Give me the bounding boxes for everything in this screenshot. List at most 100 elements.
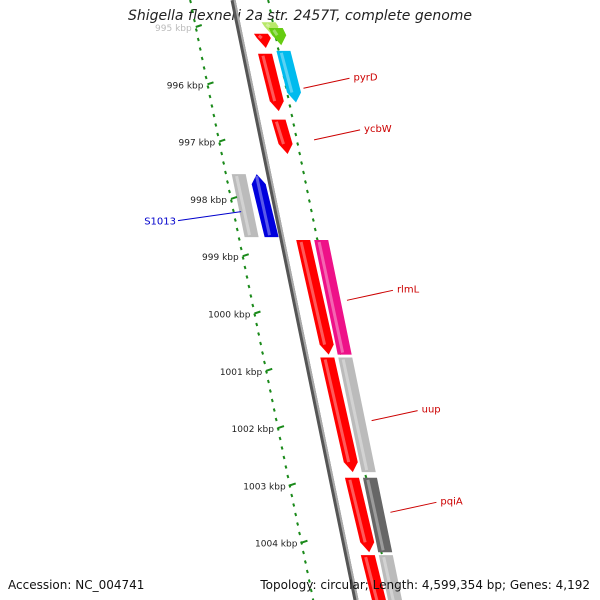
gene-arrow-shine [255, 175, 271, 236]
scale-tick-minor [309, 588, 313, 593]
gene-arrow-shine [265, 23, 271, 28]
scale-tick-minor [300, 541, 303, 545]
scale-tick-minor [235, 227, 239, 232]
label-leader [177, 211, 242, 222]
scale-tick-minor [239, 246, 243, 251]
scale-tick-minor [284, 465, 288, 469]
scale-tick-minor [241, 256, 245, 260]
scale-label: 995 kbp [155, 24, 192, 34]
scale-tick-minor [276, 427, 280, 431]
scale-tick-minor [296, 142, 300, 146]
gene-arrow-shine [323, 359, 351, 463]
scale-tick-major [230, 195, 238, 200]
scale-tick-minor [192, 18, 196, 23]
gene-arrow [251, 174, 279, 238]
scale-tick-minor [270, 398, 274, 403]
gene-arrow [320, 357, 358, 473]
scale-label: 999 kbp [202, 253, 239, 263]
scale-tick-minor [298, 531, 302, 536]
gene-arrow-shine [272, 29, 279, 37]
scale-tick-minor [218, 142, 222, 146]
scale-tick-major [301, 539, 308, 544]
gene-arrow [231, 174, 259, 238]
label-leader [313, 129, 361, 141]
scale-label: 1002 kbp [232, 425, 275, 435]
gene-label: uup [422, 405, 441, 416]
gene-arrow-shine [235, 175, 251, 236]
scale-tick-minor [290, 113, 294, 118]
scale-tick-minor [200, 56, 204, 61]
scale-tick-minor [288, 484, 292, 488]
scale-tick-minor [276, 47, 280, 51]
scale-tick-minor [296, 522, 300, 526]
scale-tick-minor [298, 151, 302, 156]
scale-tick-minor [263, 360, 266, 365]
scale-tick-minor [251, 303, 255, 308]
genome-backbone [230, 0, 359, 600]
scale-tick-minor [364, 474, 368, 479]
backbone-line [230, 0, 359, 600]
gene-arrow [360, 555, 386, 600]
scale-tick-minor [311, 598, 315, 600]
gene-arrow [271, 119, 293, 155]
scale-tick-minor [265, 370, 268, 374]
scale-tick-minor [300, 161, 304, 165]
gene-arrow [338, 357, 376, 473]
gene-arrow-shine [299, 241, 327, 345]
scale-tick-minor [208, 94, 212, 99]
scale-tick-minor [286, 474, 290, 479]
scale-tick-minor [315, 237, 319, 241]
scale-tick-minor [210, 104, 214, 108]
scale-tick-major [289, 482, 297, 487]
scale-tick-minor [190, 9, 194, 13]
scale-tick-minor [228, 189, 231, 194]
genome-title: Shigella flexneri 2a str. 2457T, complet… [127, 8, 473, 24]
scale-tick-minor [237, 237, 241, 241]
scale-tick-major [254, 310, 261, 315]
scale-tick-minor [214, 123, 218, 127]
scale-tick-major [277, 425, 285, 430]
scale-tick-minor [280, 446, 284, 450]
scale-tick-minor [231, 208, 235, 213]
scale-tick-minor [196, 37, 200, 42]
gene-arrow [296, 240, 334, 355]
gene-arrow [378, 555, 402, 600]
gene-label: rlmL [397, 284, 420, 295]
feature-labels: pyrD ycbW S1013 rlmL uup pqiA [144, 72, 463, 513]
scale-tick-minor [243, 265, 247, 270]
accession-label: Accession: NC_004741 [8, 578, 145, 592]
gene-arrow [276, 50, 302, 103]
scale-label: 1001 kbp [220, 368, 263, 378]
gene-arrow-shine [364, 556, 379, 600]
locus-label: S1013 [144, 217, 176, 228]
scale-tick-minor [306, 189, 309, 194]
scale-tick-minor [247, 284, 251, 289]
gene-arrow-shine [317, 241, 345, 353]
gene-arrow-shine [279, 52, 294, 93]
scale-tick-minor [249, 294, 253, 298]
scale-tick-minor [268, 389, 272, 393]
scale-tick-minor [261, 351, 265, 355]
scale-tick-minor [202, 66, 206, 70]
gene-arrow-shine [341, 359, 369, 471]
scale-tick-minor [313, 227, 317, 232]
scale-tick-minor [226, 180, 229, 184]
scale-tick-minor [302, 170, 306, 175]
scale-tick-minor [253, 313, 257, 317]
gene-label: ycbW [364, 124, 392, 135]
scale-tick-minor [307, 579, 311, 583]
scale-tick-minor [229, 199, 233, 203]
scale-label: 1000 kbp [208, 311, 251, 321]
gene-arrow [344, 477, 375, 553]
scale-tick-minor [288, 104, 292, 108]
scale-label: 998 kbp [190, 196, 227, 206]
scale-tick-minor [270, 18, 274, 23]
scale-tick-minor [286, 94, 290, 99]
scale-tick-minor [204, 75, 208, 80]
scale-tick-minor [294, 512, 298, 517]
scale-tick-major [265, 367, 273, 372]
gene-arrow [268, 28, 287, 46]
scale-tick-minor [259, 341, 263, 346]
